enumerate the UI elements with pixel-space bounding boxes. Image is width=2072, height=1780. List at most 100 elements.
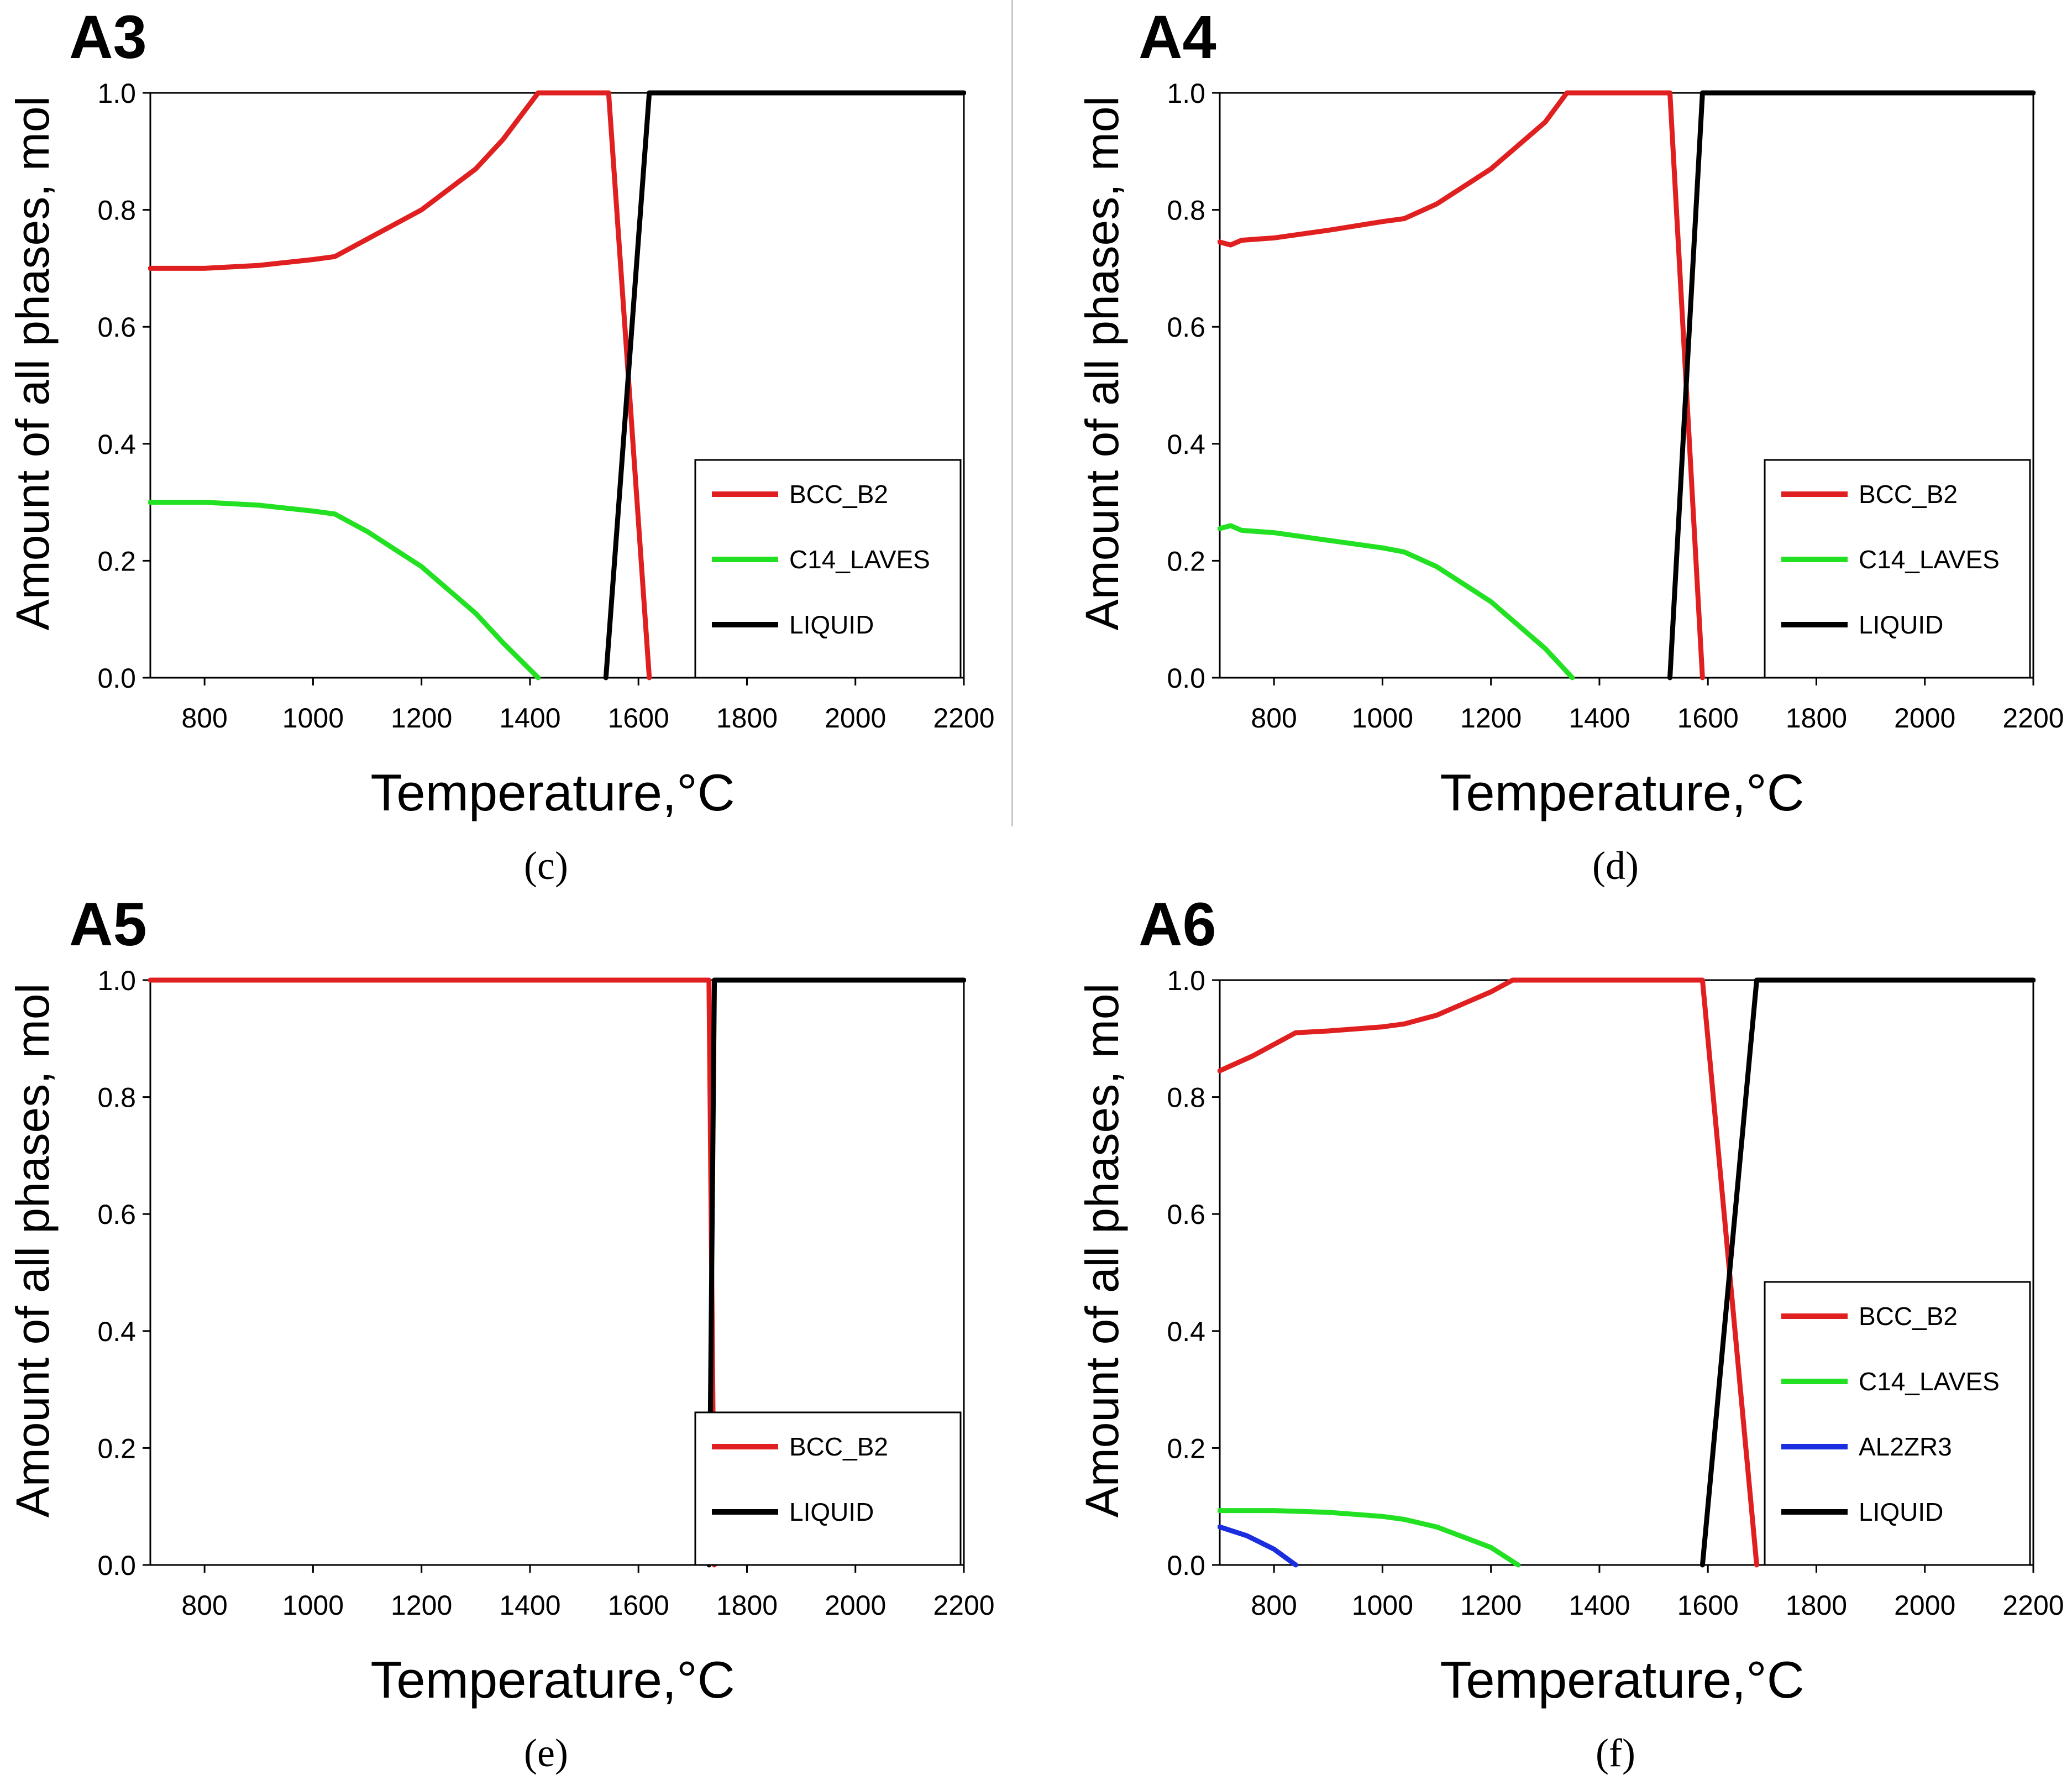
y-tick-label: 0.4 — [97, 1316, 136, 1347]
x-axis-label-text: Temperature, — [370, 1651, 676, 1709]
x-tick-label: 1800 — [1786, 1590, 1847, 1621]
x-tick-label: 2000 — [825, 1590, 886, 1621]
x-tick-label: 1600 — [1677, 703, 1739, 734]
y-tick-label: 0.6 — [97, 1199, 136, 1230]
x-tick-label: 1600 — [1677, 1590, 1739, 1621]
series-line-bcc_b2 — [148, 90, 652, 680]
x-tick-label: 1800 — [1786, 703, 1847, 734]
x-tick-label: 1200 — [1460, 703, 1522, 734]
x-axis-label-text: Temperature, — [1440, 763, 1746, 821]
x-tick-label: 1000 — [1352, 703, 1413, 734]
x-tick-label: 1800 — [716, 703, 778, 734]
y-tick-label: 0.6 — [1167, 312, 1205, 343]
y-axis-label: Amount of all phases, mol — [1076, 983, 1128, 1518]
series-line-bcc_b2 — [1218, 90, 1705, 680]
x-tick-label: 2200 — [933, 703, 994, 734]
panel-label: (d) — [1592, 844, 1639, 888]
x-tick-label: 2200 — [2002, 703, 2064, 734]
y-tick-label: 0.0 — [1167, 1550, 1205, 1581]
legend-box — [1764, 1281, 2031, 1566]
x-tick-label: 800 — [181, 1590, 227, 1621]
y-tick-label: 0.8 — [97, 1082, 136, 1113]
series-line-bcc_b2 — [1218, 977, 1759, 1568]
x-tick-label: 2200 — [2002, 1590, 2064, 1621]
x-tick-label: 800 — [1251, 703, 1297, 734]
x-axis-label: Temperature,°C — [1440, 763, 1804, 821]
x-tick-label: 2200 — [933, 1590, 994, 1621]
y-tick-label: 0.0 — [97, 1550, 136, 1581]
series-line-c14_laves — [1218, 523, 1575, 680]
legend-label: C14_LAVES — [789, 545, 930, 574]
x-axis-label-unit: °C — [1746, 1651, 1804, 1709]
chart-title: A4 — [1139, 3, 1216, 71]
series-line-c14_laves — [1218, 1508, 1521, 1568]
x-tick-label: 1400 — [499, 703, 560, 734]
legend-label: LIQUID — [1859, 1498, 1943, 1526]
x-axis-label: Temperature,°C — [370, 763, 735, 821]
y-tick-label: 0.8 — [1167, 1082, 1205, 1113]
legend: BCC_B2 LIQUID — [694, 1411, 962, 1566]
y-tick-label: 0.0 — [1167, 663, 1205, 694]
series-line-liquid — [1667, 90, 2036, 680]
x-axis-label-unit: °C — [676, 1651, 735, 1709]
panel-label: (e) — [524, 1731, 568, 1775]
y-tick-label: 0.6 — [1167, 1199, 1205, 1230]
y-tick-label: 0.2 — [97, 546, 136, 577]
legend: BCC_B2 C14_LAVES LIQUID — [694, 459, 962, 679]
x-tick-label: 1200 — [1460, 1590, 1522, 1621]
panel-divider — [1011, 0, 1013, 826]
chart-title: A3 — [69, 3, 147, 71]
legend-label: C14_LAVES — [1859, 545, 2000, 574]
chart-panel-2: 0.0 0.2 0.4 0.6 0.8 1.0 800 1000 1200 1400 1600 180… — [1076, 3, 2064, 888]
y-axis-label: Amount of all phases, mol — [7, 96, 59, 631]
chart-panel-3: 0.0 0.2 0.4 0.6 0.8 1.0 800 1000 1200 1400 1600 180… — [7, 891, 995, 1775]
legend: BCC_B2 C14_LAVES LIQUID — [1764, 459, 2031, 679]
series-line-liquid — [603, 90, 966, 680]
x-tick-label: 1000 — [282, 703, 344, 734]
legend-box — [694, 1411, 962, 1566]
y-tick-label: 0.4 — [1167, 1316, 1205, 1347]
legend-label: C14_LAVES — [1859, 1367, 2000, 1396]
x-tick-label: 2000 — [1894, 1590, 1955, 1621]
legend-label: BCC_B2 — [1859, 480, 1958, 509]
y-tick-label: 0.2 — [97, 1433, 136, 1464]
x-tick-label: 2000 — [825, 703, 886, 734]
x-tick-label: 1600 — [608, 1590, 669, 1621]
y-tick-label: 1.0 — [97, 965, 136, 996]
y-tick-label: 1.0 — [1167, 78, 1205, 109]
legend: BCC_B2 C14_LAVES AL2ZR3 LIQUID — [1764, 1281, 2031, 1566]
x-axis-label-unit: °C — [676, 763, 735, 821]
legend-label: BCC_B2 — [1859, 1302, 1958, 1331]
y-tick-label: 1.0 — [1167, 965, 1205, 996]
chart-title: A6 — [1139, 891, 1216, 959]
x-axis-label-text: Temperature, — [1440, 1651, 1746, 1709]
chart-panel-4: 0.0 0.2 0.4 0.6 0.8 1.0 800 1000 1200 1400 1600 180… — [1076, 891, 2064, 1775]
x-tick-label: 800 — [1251, 1590, 1297, 1621]
x-tick-label: 1800 — [716, 1590, 778, 1621]
x-tick-label: 1200 — [391, 1590, 452, 1621]
series-line-c14_laves — [148, 500, 541, 680]
y-axis-label: Amount of all phases, mol — [7, 983, 59, 1518]
y-tick-label: 0.4 — [1167, 429, 1205, 460]
series-line-bcc_b2 — [148, 977, 717, 1568]
chart-panel-1: 0.0 0.2 0.4 0.6 0.8 1.0 800 1000 1200 1400 1600 180… — [7, 3, 995, 888]
legend-label: LIQUID — [789, 610, 874, 639]
x-tick-label: 1400 — [1569, 703, 1630, 734]
x-axis-label-unit: °C — [1746, 763, 1804, 821]
series-line-al2zr3 — [1218, 1524, 1298, 1568]
legend-label: LIQUID — [789, 1498, 874, 1526]
x-tick-label: 2000 — [1894, 703, 1955, 734]
series-line-liquid — [706, 977, 966, 1568]
legend-label: AL2ZR3 — [1859, 1432, 1952, 1461]
x-tick-label: 1000 — [1352, 1590, 1413, 1621]
x-axis-label: Temperature,°C — [370, 1651, 735, 1709]
chart-title: A5 — [69, 891, 147, 959]
panel-label: (c) — [524, 844, 568, 888]
y-tick-label: 0.8 — [1167, 195, 1205, 226]
y-tick-label: 0.6 — [97, 312, 136, 343]
x-tick-label: 1000 — [282, 1590, 344, 1621]
legend-label: BCC_B2 — [789, 480, 888, 509]
x-tick-label: 800 — [181, 703, 227, 734]
y-axis-label: Amount of all phases, mol — [1076, 96, 1128, 631]
y-tick-label: 1.0 — [97, 78, 136, 109]
